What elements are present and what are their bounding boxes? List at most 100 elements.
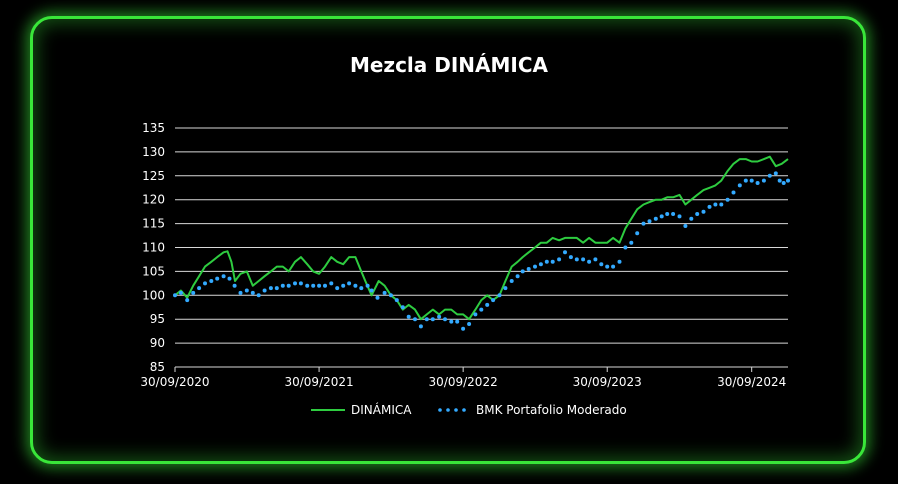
- series-point-bmk: [485, 302, 490, 307]
- series-point-bmk: [623, 245, 628, 250]
- series-point-bmk: [533, 264, 537, 269]
- series-point-bmk: [497, 293, 502, 298]
- chart-title: Mezcla DINÁMICA: [350, 53, 549, 77]
- series-point-bmk: [671, 212, 676, 216]
- series-point-bmk: [461, 326, 466, 331]
- x-tick-label: 30/09/2021: [284, 375, 353, 389]
- y-tick-label: 90: [150, 336, 165, 350]
- series-point-bmk: [274, 286, 279, 291]
- series-point-bmk: [737, 183, 742, 188]
- y-tick-label: 100: [142, 288, 165, 302]
- series-point-bmk: [244, 288, 249, 293]
- series-point-bmk: [280, 283, 285, 288]
- series-point-bmk: [629, 240, 634, 245]
- series-point-bmk: [256, 293, 261, 298]
- series-point-bmk: [262, 288, 267, 293]
- series-point-bmk: [449, 319, 454, 324]
- series-point-bmk: [215, 276, 220, 281]
- series-point-bmk: [365, 283, 370, 288]
- series-point-bmk: [437, 314, 442, 319]
- series-point-bmk: [617, 259, 622, 264]
- series-point-bmk: [347, 281, 352, 286]
- series-point-bmk: [677, 214, 682, 219]
- legend-swatch-bmk-dot: [438, 408, 442, 412]
- series-point-bmk: [611, 264, 616, 269]
- series-point-bmk: [719, 202, 724, 207]
- series-point-bmk: [731, 190, 736, 195]
- series-point-bmk: [786, 178, 790, 183]
- y-tick-label: 110: [142, 241, 165, 255]
- series-point-bmk: [185, 298, 190, 303]
- series-point-bmk: [335, 286, 340, 291]
- series-point-bmk: [418, 324, 423, 329]
- legend-swatch-bmk-dot: [462, 408, 466, 412]
- series-line-dinamica: [174, 155, 789, 321]
- series-layer: [173, 155, 790, 331]
- series-point-bmk: [749, 178, 754, 183]
- series-point-bmk: [520, 269, 525, 274]
- series-point-bmk: [375, 295, 380, 300]
- series-point-bmk: [400, 305, 405, 310]
- series-point-bmk: [587, 259, 592, 264]
- series-point-bmk: [298, 281, 303, 286]
- y-tick-label: 85: [150, 360, 165, 374]
- y-tick-label: 130: [142, 145, 165, 159]
- series-point-bmk: [388, 293, 393, 298]
- series-point-bmk: [329, 281, 334, 286]
- series-point-bmk: [557, 257, 562, 262]
- legend-label-dinamica: DINÁMICA: [351, 402, 412, 417]
- series-point-bmk: [605, 264, 610, 269]
- series-point-bmk: [707, 204, 712, 209]
- series-point-bmk: [317, 283, 322, 288]
- y-tick-label: 115: [142, 217, 165, 231]
- series-point-bmk: [503, 286, 508, 291]
- series-point-bmk: [430, 317, 435, 322]
- series-point-bmk: [665, 212, 670, 216]
- series-point-bmk: [781, 181, 786, 185]
- series-point-bmk: [635, 231, 640, 236]
- series-point-bmk: [544, 259, 549, 264]
- series-point-bmk: [286, 283, 291, 288]
- series-point-bmk: [689, 216, 694, 221]
- series-point-bmk: [568, 255, 573, 260]
- series-point-bmk: [647, 219, 652, 224]
- series-point-bmk: [641, 221, 646, 226]
- series-point-bmk: [713, 202, 718, 207]
- series-point-bmk: [743, 178, 748, 183]
- series-point-bmk: [653, 216, 658, 221]
- grid-layer: [175, 127, 788, 344]
- series-point-bmk: [382, 290, 387, 295]
- series-point-bmk: [515, 274, 520, 279]
- series-point-bmk: [424, 317, 429, 322]
- series-point-bmk: [581, 257, 586, 262]
- series-point-bmk: [238, 290, 243, 295]
- series-point-bmk: [725, 197, 730, 202]
- series-point-bmk: [197, 286, 202, 291]
- y-tick-label: 120: [142, 193, 165, 207]
- series-point-bmk: [467, 322, 472, 326]
- series-point-bmk: [311, 283, 316, 288]
- series-point-bmk: [209, 279, 214, 283]
- axis-layer: 85 90 95 100 105 110 115 120 125 130 135 30/09/2020…: [140, 121, 788, 389]
- series-point-bmk: [227, 276, 232, 281]
- series-point-bmk: [323, 283, 327, 288]
- series-point-bmk: [293, 281, 297, 286]
- series-point-bmk: [509, 279, 514, 283]
- series-point-bmk: [659, 214, 664, 219]
- series-point-bmk: [455, 319, 460, 324]
- series-point-bmk: [777, 178, 782, 183]
- series-point-bmk: [773, 171, 778, 176]
- y-tick-label: 95: [150, 312, 165, 326]
- series-point-bmk: [305, 283, 310, 288]
- series-point-bmk: [443, 317, 447, 322]
- series-point-bmk: [761, 178, 766, 183]
- series-point-bmk: [526, 267, 531, 271]
- series-point-bmk: [683, 224, 688, 228]
- legend: DINÁMICA BMK Portafolio Moderado: [311, 402, 627, 417]
- x-tick-label: 30/09/2024: [717, 375, 786, 389]
- y-tick-label: 125: [142, 169, 165, 183]
- chart-frame: [30, 16, 866, 464]
- series-point-bmk: [232, 283, 237, 288]
- series-point-bmk: [701, 209, 706, 214]
